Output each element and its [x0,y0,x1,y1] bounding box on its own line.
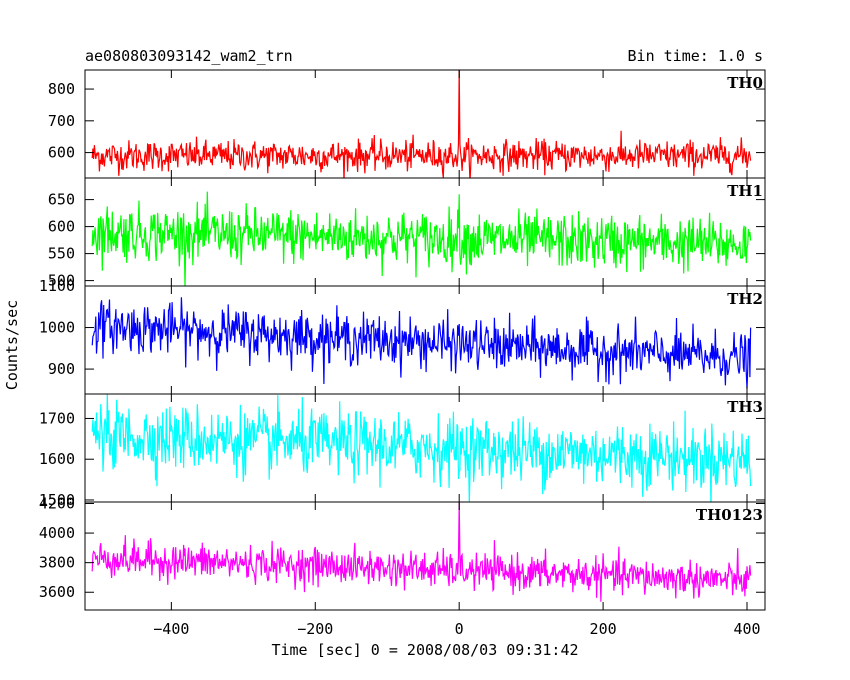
series-line-th0123 [91,502,752,602]
panel-label-th3: TH3 [727,398,763,416]
y-tick-label: 3600 [39,583,75,601]
panel-th2: 900 1000 1100 TH2 [39,277,766,395]
x-tick-label: −200 [297,620,333,638]
y-tick-label: 3800 [39,554,75,572]
x-tick-label: −400 [153,620,189,638]
panel-label-th2: TH2 [727,290,763,308]
y-tick-label: 800 [48,80,75,98]
panel-th3: 1500 1600 1700 TH3 [39,393,766,509]
x-axis-label: Time [sec] 0 = 2008/08/03 09:31:42 [271,641,578,659]
y-tick-label: 1000 [39,319,75,337]
y-tick-label: 500 [48,272,75,290]
series-line-th2 [91,297,752,389]
y-axis-label: Counts/sec [3,300,21,390]
y-tick-label: 600 [48,218,75,236]
y-tick-label: 1600 [39,450,75,468]
panel-th0123: 3600 3800 4000 4200 TH0123 [39,494,766,611]
series-line-th3 [91,394,752,502]
y-tick-label: 600 [48,144,75,162]
panel-th1: 500 550 600 650 TH1 [48,177,766,290]
chart-title: ae080803093142_wam2_trn [85,47,293,65]
y-tick-label: 1500 [39,491,75,509]
series-line-th0 [91,70,752,178]
y-tick-label: 4200 [39,494,75,512]
y-tick-label: 1100 [39,277,75,295]
x-tick-label: 400 [733,620,760,638]
panel-label-th0: TH0 [727,74,763,92]
y-tick-label: 4000 [39,524,75,542]
y-tick-label: 1700 [39,409,75,427]
x-axis: −400 −200 0 200 400 [153,620,760,638]
panel-th0: 600 700 800 TH0 [48,69,766,179]
y-tick-label: 700 [48,112,75,130]
panels: 600 700 800 TH0 500 550 600 650 TH1 900 1000 1100 TH… [39,69,766,611]
panel-frame [84,501,766,611]
y-tick-label: 900 [48,360,75,378]
x-tick-label: 200 [590,620,617,638]
panel-label-th1: TH1 [727,182,763,200]
series-line-th1 [91,191,752,286]
bin-time-label: Bin time: 1.0 s [628,47,763,65]
y-tick-label: 550 [48,245,75,263]
panel-label-th0123: TH0123 [696,506,763,524]
x-tick-label: 0 [455,620,464,638]
y-tick-label: 650 [48,191,75,209]
